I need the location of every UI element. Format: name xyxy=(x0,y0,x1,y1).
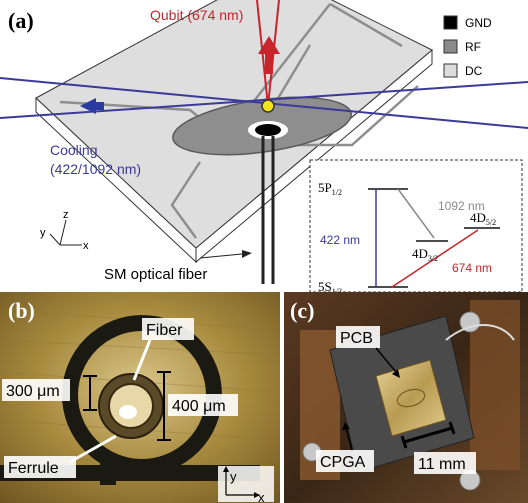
panel-b-label: (b) xyxy=(8,298,35,323)
sm-fiber xyxy=(261,136,275,284)
axis-x: x xyxy=(83,240,89,252)
ferrule-pointer xyxy=(69,434,117,464)
legend-swatch-rf xyxy=(443,39,458,54)
level-4d32-label: 4D3/2 xyxy=(412,246,438,263)
gnd-electrode xyxy=(255,124,281,136)
panel-b-axis-x: x xyxy=(258,490,265,503)
pcb-pointer xyxy=(375,347,397,373)
cpga-pointer xyxy=(345,427,353,451)
transition-674 xyxy=(391,229,479,288)
fiber-pointer-arrow xyxy=(199,250,252,259)
legend-rf: RF xyxy=(465,40,481,54)
chip-trap-pattern xyxy=(396,388,426,408)
fiber-wire xyxy=(445,324,515,341)
panel-a-label: (a) xyxy=(8,8,34,33)
cpga-text: CPGA xyxy=(320,454,366,471)
legend-swatch-gnd xyxy=(443,15,458,30)
legend-dc: DC xyxy=(465,64,483,78)
panel-b-axes: y x xyxy=(218,466,274,503)
qubit-arrow xyxy=(258,36,280,74)
d300-scalebar xyxy=(83,375,97,411)
fiber-label-bg xyxy=(142,318,194,340)
scale-label-bg xyxy=(414,452,476,474)
panel-c: (c) PCB CPGA 11 mm xyxy=(284,292,528,503)
d300-label-bg xyxy=(2,379,70,401)
level-5s-label: 5S1/2 xyxy=(318,279,342,296)
ferrule-text: Ferrule xyxy=(8,460,59,477)
cooling-label-2: (422/1092 nm) xyxy=(50,161,141,177)
pcb-arrowhead xyxy=(392,369,400,378)
legend-swatch-dc xyxy=(443,63,458,78)
cpga-arrowhead xyxy=(342,422,350,430)
panel-a: (a) xyxy=(0,0,528,296)
d400-label-bg xyxy=(168,394,238,416)
cpga-label-bg xyxy=(316,450,374,472)
energy-level-inset: 5P1/2 5S1/2 4D3/2 4D5/2 422 nm 1092 nm 6… xyxy=(309,159,523,296)
inset-box xyxy=(309,159,523,293)
level-5p-label: 5P1/2 xyxy=(318,180,342,197)
cooling-arrow xyxy=(80,98,104,114)
d400-text: 400 μm xyxy=(172,398,226,415)
level-4d52-label: 4D5/2 xyxy=(470,210,496,227)
legend-gnd: GND xyxy=(465,16,492,30)
axis-z: z xyxy=(63,209,69,221)
scale-text: 11 mm xyxy=(418,456,466,473)
trap-chip xyxy=(35,0,433,264)
pcb-text: PCB xyxy=(340,330,373,347)
ion xyxy=(261,99,275,113)
transition-1092 xyxy=(397,188,435,239)
fiber-text: Fiber xyxy=(146,322,183,339)
pcb-label-bg xyxy=(336,326,380,348)
transition-674-label: 674 nm xyxy=(452,261,492,275)
d300-text: 300 μm xyxy=(6,383,60,400)
transition-422-label: 422 nm xyxy=(320,233,360,247)
panel-b: (b) Fiber 300 μm 400 μm Ferrule xyxy=(0,292,281,503)
pcb-chip xyxy=(375,359,447,437)
axis-y: y xyxy=(40,227,46,239)
legend: GND RF DC xyxy=(443,15,492,78)
fiber-pointer xyxy=(132,339,152,381)
fiber-tip-highlight xyxy=(119,405,137,419)
gap-connector xyxy=(100,460,116,485)
fiber-label: SM optical fiber xyxy=(104,266,207,283)
qubit-label: Qubit (674 nm) xyxy=(150,7,243,23)
panel-c-label: (c) xyxy=(290,298,314,323)
coordinate-axes: x z y xyxy=(40,209,89,252)
cooling-label-1: Cooling xyxy=(50,142,97,158)
panel-b-axis-y: y xyxy=(230,469,237,484)
screw-top-right xyxy=(459,311,481,333)
ferrule-label-bg xyxy=(4,456,76,478)
d400-scalebar xyxy=(157,371,171,441)
transition-1092-label: 1092 nm xyxy=(438,199,485,213)
scale-bar-11mm xyxy=(400,421,456,449)
